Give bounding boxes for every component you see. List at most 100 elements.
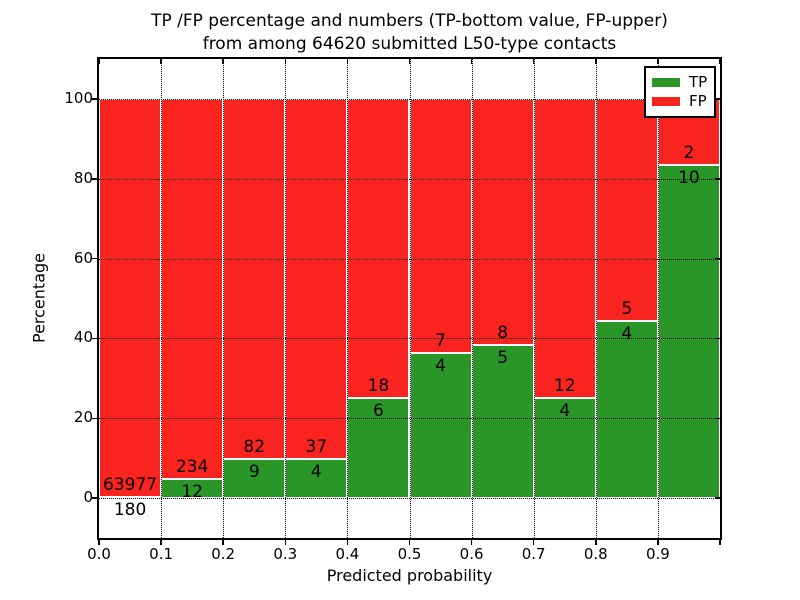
y-tick-label: 100 [64, 88, 93, 107]
tick-mark-x [719, 540, 721, 545]
tick-mark-x [284, 59, 287, 64]
fp-count-label: 5 [621, 298, 633, 319]
tp-bar-segment [471, 344, 534, 499]
x-tick-label: 0.6 [459, 545, 484, 563]
chart-title: TP /FP percentage and numbers (TP-bottom… [99, 10, 720, 56]
fp-count-label: 2 [683, 143, 695, 164]
x-tick-label: 0.2 [211, 545, 236, 563]
tick-mark-y [92, 417, 97, 419]
tp-bar-segment [285, 459, 348, 499]
tp-count-label: 4 [559, 401, 571, 422]
tick-mark-x [595, 540, 597, 545]
gridline-vertical [657, 59, 659, 538]
fp-count-label: 18 [367, 376, 390, 397]
tick-mark-y [92, 178, 97, 180]
tp-count-label: 12 [181, 481, 203, 502]
legend-item-tp: TP [652, 73, 710, 92]
tick-mark-y [92, 337, 97, 340]
tick-mark-y [715, 257, 720, 260]
x-tick-label: 0.0 [87, 545, 111, 563]
tp-bar-segment [595, 320, 658, 499]
tick-mark-x [408, 59, 411, 64]
tick-mark-y [715, 417, 720, 419]
x-tick-label: 0.4 [335, 545, 360, 563]
fp-count-label: 37 [305, 437, 328, 458]
fp-bar-segment [533, 98, 596, 399]
fp-bar-segment [347, 98, 410, 399]
gridline-vertical [223, 59, 225, 538]
fp-bar-segment [471, 98, 534, 345]
chart-title-line1: TP /FP percentage and numbers (TP-bottom… [151, 11, 668, 31]
tick-mark-x [160, 59, 162, 64]
legend: TP FP [644, 66, 716, 118]
legend-item-fp: FP [652, 92, 710, 111]
gridline-vertical [347, 59, 349, 538]
fp-bar-segment [223, 98, 286, 459]
tick-mark-y [92, 257, 97, 260]
tick-mark-x [719, 59, 721, 64]
fp-count-label: 12 [553, 376, 576, 397]
tp-count-label: 4 [310, 462, 322, 483]
tick-mark-y [92, 497, 97, 499]
tick-mark-x [470, 59, 473, 64]
fp-bar-segment [161, 98, 224, 479]
x-tick-label: 0.3 [273, 545, 298, 563]
tick-mark-y [715, 98, 720, 100]
tp-count-label: 6 [373, 401, 384, 422]
x-tick-label: 0.8 [583, 545, 608, 563]
tick-mark-x [408, 540, 411, 545]
gridline-vertical [161, 59, 163, 538]
tick-mark-x [222, 540, 224, 545]
tp-count-label: 180 [113, 499, 147, 520]
gridline-vertical [285, 59, 287, 538]
x-tick-label: 0.9 [645, 545, 670, 563]
tp-bar-segment [223, 458, 286, 499]
fp-count-label: 7 [435, 330, 446, 351]
chart-title-line2: from among 64620 submitted L50-type cont… [202, 34, 617, 54]
fp-count-label: 82 [243, 436, 266, 457]
tick-mark-x [346, 540, 349, 545]
fp-count-label: 234 [175, 456, 209, 477]
tick-mark-x [160, 540, 162, 545]
y-tick-label: 0 [83, 488, 93, 507]
tick-mark-x [595, 59, 597, 64]
tick-mark-y [715, 497, 720, 499]
y-tick-label: 60 [73, 248, 93, 267]
tick-mark-x [470, 540, 473, 545]
legend-label-fp: FP [689, 92, 707, 110]
tp-count-label: 4 [621, 323, 633, 344]
y-axis-label: Percentage [29, 252, 49, 344]
legend-swatch-tp [652, 78, 680, 87]
fp-bar-segment [285, 98, 348, 460]
gridline-vertical [533, 59, 535, 538]
x-tick-label: 0.1 [149, 545, 174, 563]
tp-bar-segment [657, 165, 720, 499]
gridline-vertical [471, 59, 473, 538]
tick-mark-x [657, 540, 659, 545]
legend-swatch-fp [652, 97, 680, 106]
tick-mark-x [532, 59, 535, 64]
tp-count-label: 5 [497, 347, 509, 368]
x-tick-label: 0.7 [521, 545, 546, 563]
fp-bar-segment [99, 98, 162, 497]
fp-count-label: 63977 [103, 474, 158, 495]
fp-count-label: 8 [497, 322, 509, 343]
tp-count-label: 10 [678, 168, 700, 189]
fp-bar-segment [409, 98, 472, 353]
tick-mark-x [98, 59, 100, 64]
tick-mark-x [532, 540, 535, 545]
tick-mark-y [92, 98, 97, 100]
tick-mark-y [715, 337, 720, 340]
plot-area: 63977 180 234 12 82 9 37 4 18 6 7 4 8 5 12 4 5 4 2 10 [97, 57, 722, 540]
y-tick-label: 80 [73, 168, 93, 187]
tick-mark-x [284, 540, 287, 545]
x-tick-label: 0.5 [397, 545, 422, 563]
fp-bar-segment [595, 98, 658, 321]
tick-mark-x [98, 540, 100, 545]
x-axis-label: Predicted probability [326, 566, 493, 585]
tick-mark-x [222, 59, 224, 64]
tick-mark-y [715, 178, 720, 180]
y-tick-label: 20 [73, 408, 93, 427]
tp-count-label: 4 [435, 355, 446, 376]
